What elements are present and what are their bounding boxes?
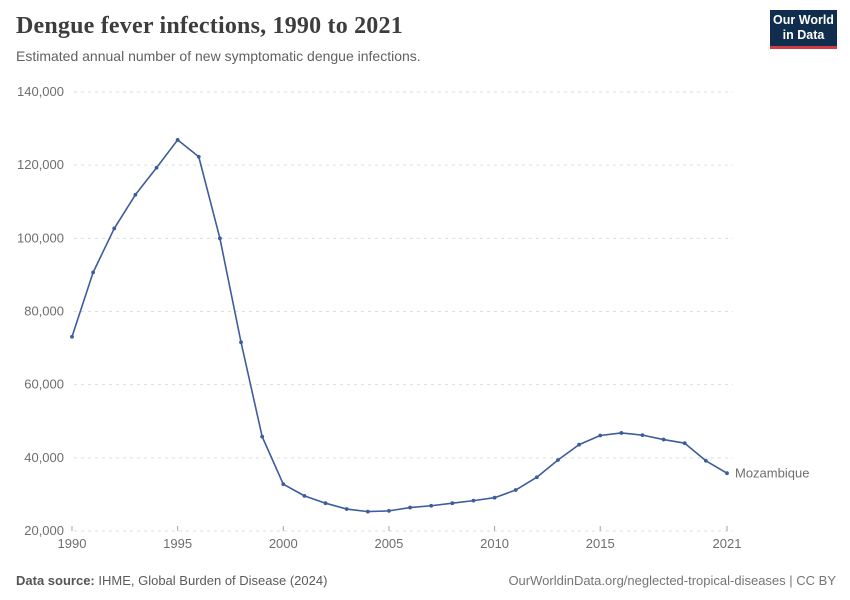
- data-point: [577, 442, 581, 447]
- data-point: [703, 458, 708, 463]
- owid-logo-line1: Our World: [773, 13, 834, 27]
- data-point: [534, 475, 539, 480]
- x-axis-tick-label: 1990: [58, 536, 87, 551]
- x-axis-tick-label: 2015: [586, 536, 615, 551]
- data-point: [725, 471, 729, 476]
- x-axis-tick-label: 2010: [480, 536, 509, 551]
- credit-note: OurWorldinData.org/neglected-tropical-di…: [508, 573, 836, 588]
- page-title: Dengue fever infections, 1990 to 2021: [16, 13, 403, 39]
- data-point: [196, 154, 201, 159]
- data-point: [154, 165, 159, 170]
- data-point: [281, 482, 286, 487]
- x-axis-tick-label: 2021: [713, 536, 742, 551]
- data-point: [239, 340, 243, 345]
- data-point: [344, 507, 349, 511]
- x-axis-tick-label: 2005: [374, 536, 403, 551]
- data-point: [302, 493, 307, 498]
- data-point: [598, 433, 603, 438]
- data-point: [323, 501, 328, 506]
- data-point: [175, 138, 180, 142]
- series-line-mozambique: [71, 139, 728, 513]
- data-point: [492, 495, 497, 500]
- data-point: [408, 505, 412, 510]
- owid-logo-line2: in Data: [782, 28, 825, 42]
- data-point: [556, 458, 560, 462]
- page-subtitle: Estimated annual number of new symptomat…: [16, 48, 421, 64]
- chart-header: Dengue fever infections, 1990 to 2021 Es…: [16, 12, 421, 65]
- y-axis-tick-label: 120,000: [17, 157, 64, 172]
- owid-logo: Our World in Data: [770, 10, 837, 49]
- y-axis-tick-label: 100,000: [17, 230, 64, 245]
- y-axis-tick-label: 60,000: [24, 377, 64, 392]
- x-axis-tick-label: 2000: [269, 536, 298, 551]
- y-axis-tick-label: 140,000: [17, 84, 64, 99]
- data-point: [70, 334, 74, 339]
- data-point: [661, 437, 666, 442]
- data-point: [133, 192, 138, 197]
- data-point: [513, 488, 518, 492]
- data-point: [387, 508, 391, 513]
- data-point: [260, 434, 265, 439]
- y-axis-tick-label: 40,000: [24, 450, 64, 465]
- data-point: [91, 270, 96, 275]
- data-point: [471, 498, 476, 503]
- chart-footer: Data source: IHME, Global Burden of Dise…: [16, 573, 836, 588]
- data-source-note: Data source: IHME, Global Burden of Dise…: [16, 573, 327, 588]
- data-point: [365, 509, 370, 514]
- data-source-value: IHME, Global Burden of Disease (2024): [98, 573, 328, 588]
- data-point: [450, 501, 455, 506]
- x-axis-tick-label: 1995: [163, 536, 192, 551]
- data-point: [682, 441, 687, 446]
- data-point: [619, 431, 624, 435]
- data-source-label: Data source:: [16, 573, 95, 588]
- data-point: [640, 433, 645, 438]
- y-axis-tick-label: 80,000: [24, 304, 64, 319]
- data-point: [429, 503, 434, 508]
- data-point: [218, 236, 222, 241]
- y-axis-tick-label: 20,000: [24, 523, 64, 538]
- data-point: [112, 226, 117, 231]
- series-label-mozambique: Mozambique: [735, 466, 809, 481]
